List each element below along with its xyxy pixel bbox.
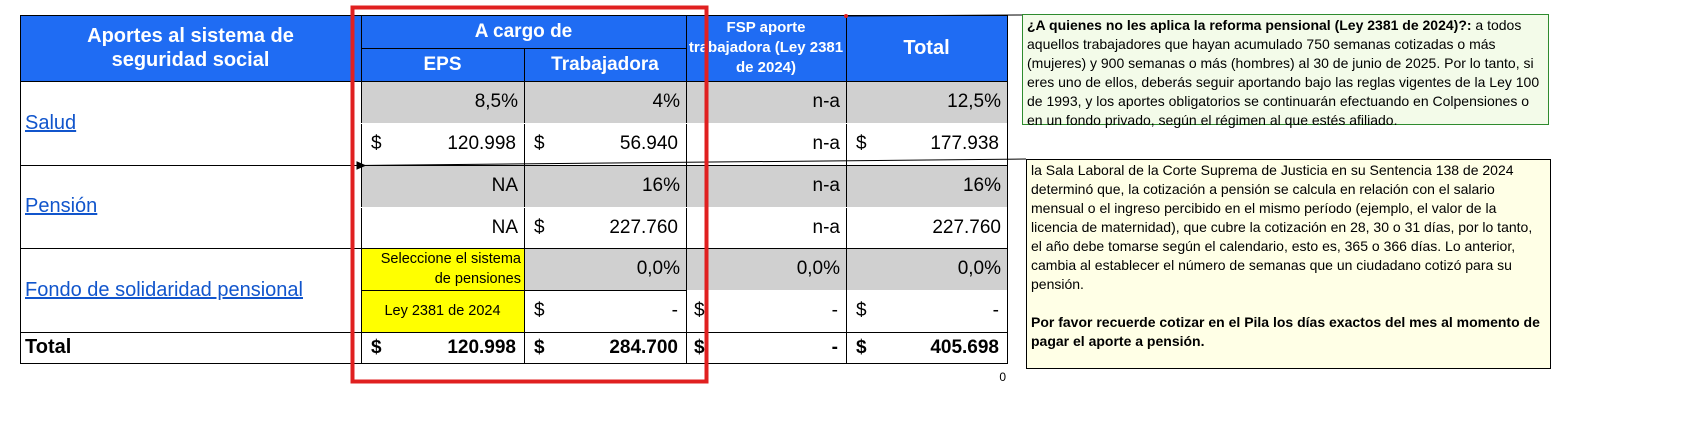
fondo-val-total: $ - <box>846 290 1007 332</box>
total-fsp: $ - <box>686 332 846 363</box>
comment-note-reforma[interactable]: ¿A quienes no les aplica la reforma pens… <box>1022 14 1549 128</box>
salud-val-total: $ 177.938 <box>846 123 1007 165</box>
salud-val-fsp: n-a <box>812 133 840 154</box>
amount: - <box>671 300 678 321</box>
salud-pct-fsp: n-a <box>686 81 846 123</box>
row-label-salud[interactable]: Salud <box>25 111 77 134</box>
total-trab: $ 284.700 <box>524 332 686 363</box>
currency-symbol: $ <box>856 133 867 154</box>
pension-pct-eps: NA <box>361 165 524 207</box>
amount: 284.700 <box>609 336 678 358</box>
note-body: la Sala Laboral de la Corte Suprema de J… <box>1031 162 1533 292</box>
fondo-val-fsp: $ - <box>686 290 846 332</box>
salud-pct-eps: 8,5% <box>361 81 524 123</box>
currency-symbol: $ <box>856 300 867 321</box>
pension-val-fsp: n-a <box>812 216 840 238</box>
amount: 120.998 <box>447 133 516 154</box>
currency-symbol: $ <box>534 300 545 321</box>
fondo-pct-trab: 0,0% <box>524 248 686 290</box>
amount: 56.940 <box>619 133 678 154</box>
pension-val-trab: $ 227.760 <box>524 207 686 248</box>
currency-symbol: $ <box>371 133 382 154</box>
note-reminder: Por favor recuerde cotizar en el Pila lo… <box>1031 314 1540 349</box>
total-total: $ 405.698 <box>846 332 1007 363</box>
total-label: Total <box>25 336 72 358</box>
pension-pct-total: 16% <box>846 165 1007 207</box>
currency-symbol: $ <box>371 336 382 358</box>
fondo-select-system[interactable]: Seleccione el sistema de pensiones <box>361 248 524 290</box>
currency-symbol: $ <box>534 336 545 358</box>
header-concept: Aportes al sistema de seguridad social <box>20 15 361 81</box>
header-trabajadora: Trabajadora <box>524 48 686 81</box>
fondo-pct-fsp: 0,0% <box>686 248 846 290</box>
currency-symbol: $ <box>694 300 705 321</box>
pension-pct-trab: 16% <box>524 165 686 207</box>
amount: 120.998 <box>447 336 516 358</box>
comment-note-sentencia[interactable]: la Sala Laboral de la Corte Suprema de J… <box>1026 159 1551 369</box>
salud-val-eps: $ 120.998 <box>361 123 524 165</box>
salud-val-trab: $ 56.940 <box>524 123 686 165</box>
row-label-pension[interactable]: Pensión <box>25 195 98 217</box>
header-fsp: FSP aporte trabajadora (Ley 2381 de 2024… <box>686 15 846 81</box>
amount: - <box>831 300 838 321</box>
pension-pct-fsp: n-a <box>686 165 846 207</box>
header-total: Total <box>846 15 1007 81</box>
salud-pct-trab: 4% <box>524 81 686 123</box>
note-heading: ¿A quienes no les aplica la reforma pens… <box>1027 17 1472 33</box>
currency-symbol: $ <box>534 133 545 154</box>
pension-val-total: 227.760 <box>932 216 1001 238</box>
amount: 227.760 <box>609 216 678 238</box>
header-eps: EPS <box>361 48 524 81</box>
fondo-pct-total: 0,0% <box>846 248 1007 290</box>
fondo-val-trab: $ - <box>524 290 686 332</box>
header-a-cargo-de: A cargo de <box>361 15 686 48</box>
salud-pct-total: 12,5% <box>846 81 1007 123</box>
amount: 177.938 <box>930 133 999 154</box>
currency-symbol: $ <box>694 336 705 358</box>
currency-symbol: $ <box>856 336 867 358</box>
row-label-fondo[interactable]: Fondo de solidaridad pensional <box>25 278 303 301</box>
fondo-law-reference: Ley 2381 de 2024 <box>361 290 524 332</box>
amount: 405.698 <box>930 336 999 358</box>
amount: - <box>831 336 838 358</box>
currency-symbol: $ <box>534 216 545 238</box>
total-eps: $ 120.998 <box>361 332 524 363</box>
pension-val-eps: NA <box>491 216 518 238</box>
footer-zero: 0 <box>999 370 1006 384</box>
amount: - <box>992 300 999 321</box>
note-body: a todos aquellos trabajadores que hayan … <box>1027 17 1540 128</box>
